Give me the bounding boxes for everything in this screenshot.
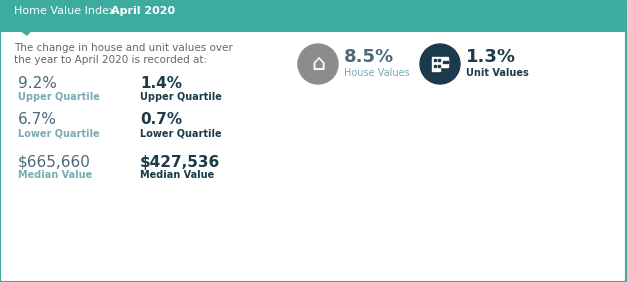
- Houses: [443, 151, 450, 155]
- Line: Houses: Houses: [292, 110, 621, 246]
- Houses: [288, 149, 295, 153]
- Text: 0.7%: 0.7%: [140, 113, 182, 127]
- Text: Lower Quartile: Lower Quartile: [140, 128, 221, 138]
- Units: [443, 176, 450, 179]
- Units: [288, 198, 295, 201]
- Text: $427,536: $427,536: [140, 155, 220, 169]
- FancyBboxPatch shape: [0, 0, 626, 32]
- Houses: [522, 186, 529, 190]
- Text: House Values: House Values: [344, 68, 410, 78]
- Bar: [434, 65, 436, 67]
- Bar: [438, 65, 440, 67]
- Units: [488, 195, 496, 198]
- Bar: [443, 61, 445, 63]
- Text: Home Value Index: Home Value Index: [14, 6, 119, 16]
- Units: [334, 142, 341, 145]
- Text: ⌂: ⌂: [435, 55, 445, 73]
- Text: Upper Quartile: Upper Quartile: [18, 92, 100, 102]
- Bar: [2, 14, 624, 30]
- Line: Units: Units: [292, 144, 621, 246]
- Houses: [330, 108, 338, 111]
- Text: ⌂: ⌂: [311, 54, 325, 74]
- Units: [577, 244, 585, 248]
- Houses: [374, 131, 381, 135]
- Circle shape: [420, 44, 460, 84]
- Units: [374, 153, 381, 157]
- Houses: [617, 121, 624, 124]
- Text: The change in house and unit values over: The change in house and unit values over: [14, 43, 233, 53]
- Units: [538, 218, 545, 221]
- Text: Lower Quartile: Lower Quartile: [18, 128, 100, 138]
- Bar: [434, 59, 436, 61]
- Text: 1.3%: 1.3%: [466, 48, 516, 66]
- Text: Upper Quartile: Upper Quartile: [140, 92, 222, 102]
- Houses: [538, 197, 545, 200]
- Text: $665,660: $665,660: [18, 155, 91, 169]
- Units: [311, 163, 319, 166]
- Bar: [441, 57, 448, 67]
- Bar: [432, 57, 440, 71]
- Text: April 2020: April 2020: [111, 6, 175, 16]
- Houses: [311, 124, 319, 127]
- Houses: [488, 165, 496, 168]
- Units: [617, 197, 624, 200]
- Text: 8.5%: 8.5%: [344, 48, 394, 66]
- Bar: [438, 59, 440, 61]
- Units: [522, 217, 529, 220]
- Polygon shape: [20, 26, 35, 35]
- Text: 1.4%: 1.4%: [140, 76, 182, 91]
- Bar: [446, 61, 448, 63]
- Text: 9.2%: 9.2%: [18, 76, 57, 91]
- Legend: Houses, Units: Houses, Units: [571, 100, 617, 121]
- Text: Median Value: Median Value: [18, 170, 92, 180]
- Text: Median Value: Median Value: [140, 170, 214, 180]
- Text: Unit Values: Unit Values: [466, 68, 529, 78]
- Circle shape: [298, 44, 338, 84]
- Text: 6.7%: 6.7%: [18, 113, 57, 127]
- Text: the year to April 2020 is recorded at:: the year to April 2020 is recorded at:: [14, 55, 207, 65]
- Houses: [571, 244, 579, 248]
